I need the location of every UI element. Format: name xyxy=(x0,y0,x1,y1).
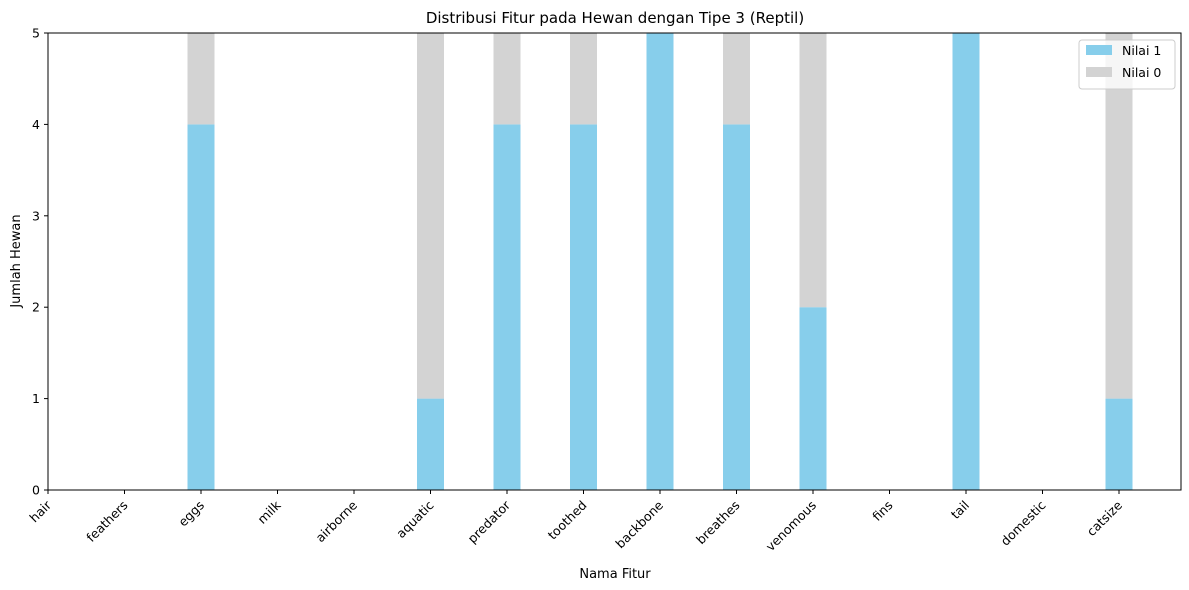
legend: Nilai 1 Nilai 0 xyxy=(1078,39,1176,90)
x-tick-label-tail: tail xyxy=(948,498,972,522)
y-tick-label: 1 xyxy=(32,391,40,406)
legend-swatch-nilai-0 xyxy=(1086,67,1112,77)
y-axis-label: Jumlah Hewan xyxy=(9,214,24,308)
x-tick-label-hair: hair xyxy=(26,497,54,525)
bar-nilai-1-toothed xyxy=(570,124,597,491)
x-tick-label-breathes: breathes xyxy=(693,498,743,548)
legend-swatch-nilai-1 xyxy=(1086,45,1112,55)
y-tick-label: 0 xyxy=(32,483,40,498)
x-tick-label-feathers: feathers xyxy=(83,498,130,545)
bar-nilai-0-breathes xyxy=(723,33,750,125)
x-tick-label-backbone: backbone xyxy=(612,497,666,551)
x-tick-label-airborne: airborne xyxy=(312,497,360,545)
bar-nilai-0-predator xyxy=(493,33,521,125)
bar-nilai-1-eggs xyxy=(187,124,215,491)
y-tick-label: 3 xyxy=(32,208,40,223)
bar-nilai-1-backbone xyxy=(646,33,674,490)
bar-nilai-1-catsize xyxy=(1105,398,1133,490)
bar-nilai-0-catsize xyxy=(1105,33,1133,399)
bar-nilai-1-predator xyxy=(493,124,521,491)
bar-nilai-0-eggs xyxy=(187,33,215,125)
x-axis-label: Nama Fitur xyxy=(579,567,651,582)
y-tick-label: 2 xyxy=(32,300,40,315)
bar-nilai-0-aquatic xyxy=(417,33,444,399)
bar-nilai-0-toothed xyxy=(570,33,597,125)
y-tick-label: 4 xyxy=(32,117,40,132)
x-tick-label-domestic: domestic xyxy=(998,497,1049,548)
y-tick-label: 5 xyxy=(32,26,40,41)
y-ticks-group: 0 1 2 3 4 5 xyxy=(32,26,48,498)
bar-nilai-1-aquatic xyxy=(417,398,444,490)
x-tick-label-venomous: venomous xyxy=(763,498,820,555)
bar-nilai-1-breathes xyxy=(723,124,750,491)
legend-label-nilai-1: Nilai 1 xyxy=(1122,43,1161,58)
chart-title: Distribusi Fitur pada Hewan dengan Tipe … xyxy=(426,9,804,27)
bar-nilai-1-tail xyxy=(952,33,980,490)
x-tick-label-milk: milk xyxy=(254,497,284,527)
legend-label-nilai-0: Nilai 0 xyxy=(1122,65,1161,80)
x-tick-label-catsize: catsize xyxy=(1084,497,1126,539)
bar-nilai-0-venomous xyxy=(799,33,827,308)
bar-nilai-1-venomous xyxy=(799,307,827,490)
x-tick-label-fins: fins xyxy=(869,498,895,524)
x-tick-label-aquatic: aquatic xyxy=(393,497,437,541)
x-tick-label-eggs: eggs xyxy=(175,498,207,530)
x-ticks-group: hair feathers eggs milk airborne aquatic preda… xyxy=(26,490,1125,554)
bars-group xyxy=(187,33,1133,491)
plot-frame xyxy=(47,32,1182,491)
x-tick-label-toothed: toothed xyxy=(545,498,590,543)
x-tick-label-predator: predator xyxy=(464,497,513,546)
